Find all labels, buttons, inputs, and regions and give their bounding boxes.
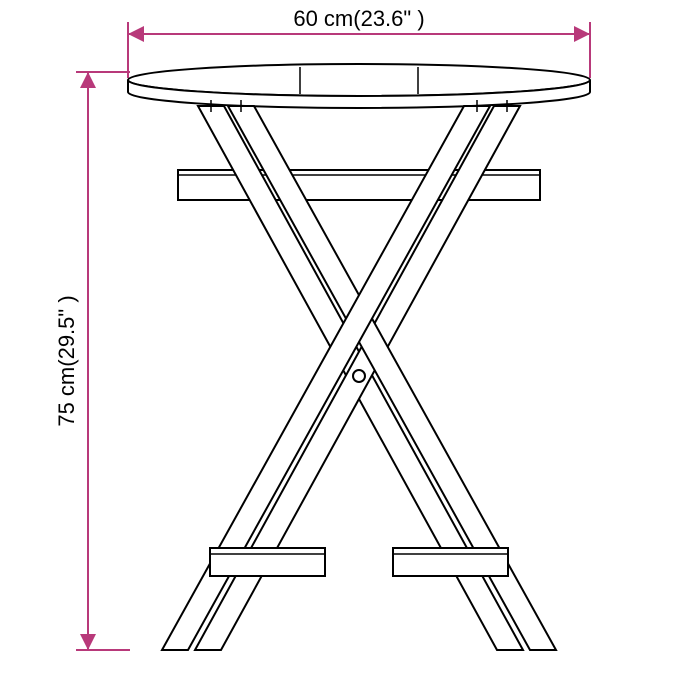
- table-drawing: [128, 64, 590, 650]
- height-dimension: 75 cm(29.5" ): [54, 72, 130, 650]
- pivot-bolt: [353, 370, 365, 382]
- upper-crossbar: [178, 170, 540, 200]
- height-label: 75 cm(29.5" ): [54, 295, 79, 426]
- width-label: 60 cm(23.6" ): [293, 6, 424, 31]
- lower-stretcher: [210, 548, 508, 576]
